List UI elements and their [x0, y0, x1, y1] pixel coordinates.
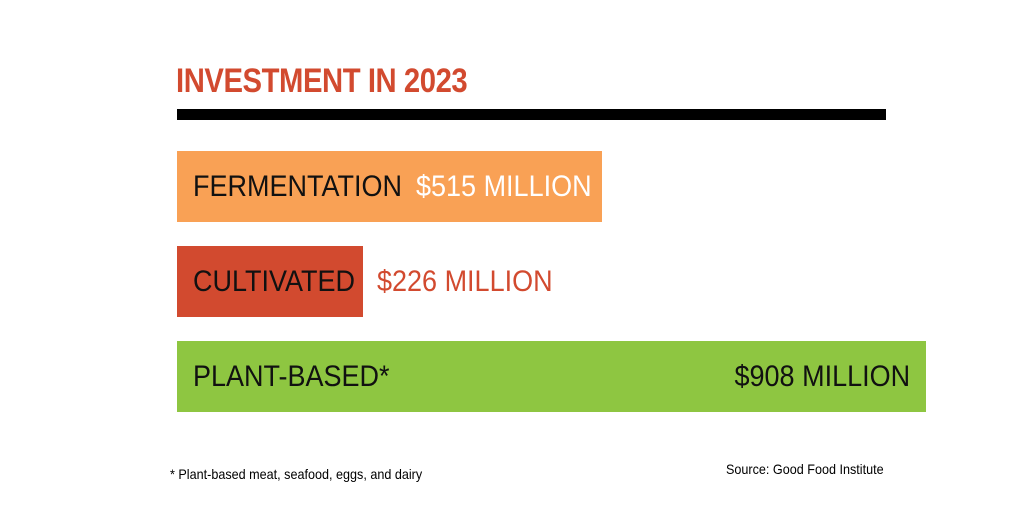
bar-0 — [177, 151, 602, 222]
bar-1 — [177, 246, 363, 317]
value-label-2: $908 MILLION — [734, 360, 910, 393]
chart-title: INVESTMENT IN 2023 — [176, 62, 468, 100]
source-note: Source: Good Food Institute — [726, 461, 884, 477]
value-label-1: $226 MILLION — [377, 265, 553, 298]
title-rule — [177, 109, 886, 120]
footnote: * Plant-based meat, seafood, eggs, and d… — [170, 466, 423, 482]
category-label-1: CULTIVATED — [193, 265, 356, 298]
category-label-0: FERMENTATION — [193, 170, 402, 203]
value-label-0: $515 MILLION — [415, 170, 592, 203]
bar-2 — [177, 341, 926, 412]
category-label-2: PLANT-BASED* — [193, 360, 390, 393]
